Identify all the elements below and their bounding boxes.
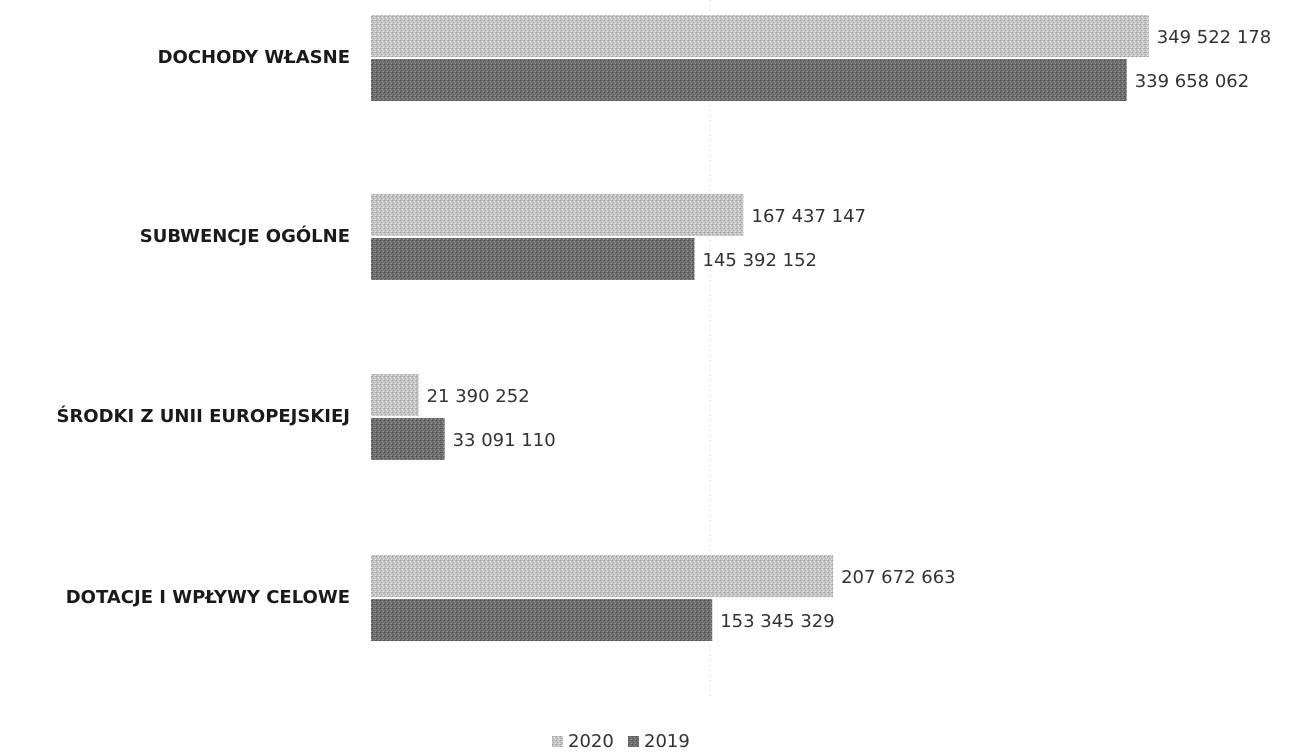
legend-swatch-2019 xyxy=(628,736,639,747)
bar-2019-dochody-wlasne xyxy=(371,59,1127,101)
bar-2020-subwencje-ogolne xyxy=(371,194,744,236)
value-labels: 349 522 178 339 658 062 167 437 147 145 392… xyxy=(427,27,1272,632)
category-label-subwencje-ogolne: SUBWENCJE OGÓLNE xyxy=(140,225,350,247)
bar-2020-dochody-wlasne xyxy=(371,15,1149,57)
legend-label-2020: 2020 xyxy=(568,731,614,752)
value-label-2019-subwencje-ogolne: 145 392 152 xyxy=(703,250,818,271)
bars xyxy=(371,15,1149,641)
legend-item-2020: 2020 xyxy=(552,731,614,752)
bar-2019-subwencje-ogolne xyxy=(371,238,695,280)
value-label-2020-subwencje-ogolne: 167 437 147 xyxy=(752,206,867,227)
value-label-2019-srodki-z-unii-europejskiej: 33 091 110 xyxy=(453,430,556,451)
value-label-2020-dotacje-i-wplywy-celowe: 207 672 663 xyxy=(841,567,956,588)
value-label-2019-dochody-wlasne: 339 658 062 xyxy=(1135,71,1250,92)
category-label-dotacje-i-wplywy-celowe: DOTACJE I WPŁYWY CELOWE xyxy=(66,587,350,608)
bar-2019-dotacje-i-wplywy-celowe xyxy=(371,599,713,641)
legend-label-2019: 2019 xyxy=(644,731,690,752)
category-labels: DOCHODY WŁASNE SUBWENCJE OGÓLNE ŚRODKI Z U… xyxy=(56,47,350,608)
bar-2020-srodki-z-unii-europejskiej xyxy=(371,374,419,416)
category-label-dochody-wlasne: DOCHODY WŁASNE xyxy=(158,47,350,68)
bar-2019-srodki-z-unii-europejskiej xyxy=(371,418,445,460)
value-label-2020-dochody-wlasne: 349 522 178 xyxy=(1157,27,1272,48)
bar-2020-dotacje-i-wplywy-celowe xyxy=(371,555,834,597)
value-label-2019-dotacje-i-wplywy-celowe: 153 345 329 xyxy=(720,611,835,632)
value-label-2020-srodki-z-unii-europejskiej: 21 390 252 xyxy=(427,386,530,407)
category-label-srodki-z-unii-europejskiej: ŚRODKI Z UNII EUROPEJSKIEJ xyxy=(56,405,350,427)
legend-item-2019: 2019 xyxy=(628,731,690,752)
legend: 2020 2019 xyxy=(552,731,690,752)
legend-swatch-2020 xyxy=(552,736,563,747)
